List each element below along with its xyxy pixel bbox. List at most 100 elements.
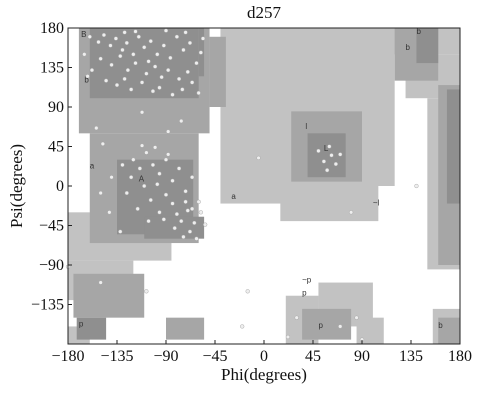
data-point xyxy=(349,210,354,215)
data-point xyxy=(131,157,136,162)
y-tick-label: 135 xyxy=(40,60,64,77)
data-point xyxy=(294,315,299,320)
data-point xyxy=(120,162,125,168)
data-point xyxy=(196,199,201,204)
data-point xyxy=(172,226,177,231)
x-tick-label: −180 xyxy=(51,348,84,365)
data-point xyxy=(354,315,359,320)
data-point xyxy=(109,62,114,67)
data-point xyxy=(194,236,199,241)
y-tick-label: −135 xyxy=(31,297,64,314)
data-point xyxy=(148,197,153,203)
core-region xyxy=(416,28,439,64)
x-axis-ticks: −180 −135 −90 −45 0 45 90 135 180 xyxy=(51,340,472,365)
data-point xyxy=(198,210,203,215)
core-region xyxy=(446,89,460,204)
region-tag: L xyxy=(324,144,329,153)
data-point xyxy=(174,34,179,39)
data-point xyxy=(179,219,184,224)
y-tick-label: 180 xyxy=(40,20,64,37)
data-point xyxy=(183,30,188,35)
data-point xyxy=(185,69,190,74)
data-point xyxy=(155,52,160,57)
data-point xyxy=(194,61,199,66)
data-point xyxy=(179,118,184,124)
data-point xyxy=(155,182,160,187)
data-point xyxy=(144,150,149,155)
data-point xyxy=(122,30,127,35)
data-point xyxy=(329,153,334,158)
allowed-region xyxy=(302,308,352,340)
data-point xyxy=(333,161,338,167)
data-point xyxy=(139,80,145,85)
data-point xyxy=(174,211,179,217)
data-point xyxy=(163,28,169,33)
data-point xyxy=(124,40,129,46)
data-point xyxy=(101,32,107,38)
region-tag: p xyxy=(79,319,84,328)
region-tag: p xyxy=(302,289,307,298)
allowed-region xyxy=(209,36,226,107)
data-point xyxy=(159,75,164,80)
x-tick-label: 135 xyxy=(399,348,423,365)
data-point xyxy=(148,39,153,44)
data-point xyxy=(108,43,113,48)
data-point xyxy=(129,175,134,180)
data-point xyxy=(107,210,112,215)
data-point xyxy=(190,175,195,180)
data-point xyxy=(96,39,101,45)
data-point xyxy=(176,166,182,171)
data-point xyxy=(161,217,166,222)
data-point xyxy=(139,110,145,115)
data-point xyxy=(196,90,201,96)
y-tick-label: 90 xyxy=(48,99,64,116)
y-tick-label: 0 xyxy=(56,178,64,195)
data-point xyxy=(146,219,151,224)
data-point xyxy=(240,324,245,329)
y-axis-ticks: 180 135 90 45 0 −45 −90 −135 xyxy=(31,20,72,314)
data-point xyxy=(125,68,130,73)
data-point xyxy=(144,71,149,76)
data-point xyxy=(166,68,171,73)
x-tick-label: −45 xyxy=(202,348,227,365)
data-point xyxy=(163,157,169,162)
data-point xyxy=(170,178,175,183)
region-tag: p xyxy=(318,321,323,330)
data-point xyxy=(183,189,188,194)
data-point xyxy=(192,220,197,225)
data-point xyxy=(321,159,326,164)
data-point xyxy=(129,87,134,92)
data-point xyxy=(94,125,99,131)
data-point xyxy=(170,201,175,206)
data-point xyxy=(157,85,162,90)
data-point xyxy=(183,199,188,204)
region-tag: a xyxy=(231,192,236,201)
data-point xyxy=(181,234,186,240)
data-point xyxy=(198,50,203,55)
data-point xyxy=(150,89,156,94)
x-tick-label: 180 xyxy=(448,348,472,365)
y-tick-label: 45 xyxy=(48,139,64,156)
data-point xyxy=(187,229,193,234)
data-point xyxy=(161,43,166,48)
region-tag: ~l xyxy=(373,198,380,207)
x-tick-label: −135 xyxy=(100,348,133,365)
x-tick-label: 0 xyxy=(260,348,268,365)
data-point xyxy=(82,52,87,57)
data-point xyxy=(190,80,195,85)
data-point xyxy=(142,183,147,189)
data-point xyxy=(118,229,123,234)
region-tag: b xyxy=(84,75,89,84)
region-tag: B xyxy=(81,30,86,39)
data-point xyxy=(157,171,162,176)
data-point xyxy=(118,53,123,59)
region-tag: ~p xyxy=(302,276,312,285)
data-point xyxy=(98,56,103,61)
x-tick-label: −90 xyxy=(153,348,178,365)
data-point xyxy=(187,40,193,46)
data-point xyxy=(142,45,147,50)
data-point xyxy=(256,155,261,161)
data-point xyxy=(109,175,114,180)
